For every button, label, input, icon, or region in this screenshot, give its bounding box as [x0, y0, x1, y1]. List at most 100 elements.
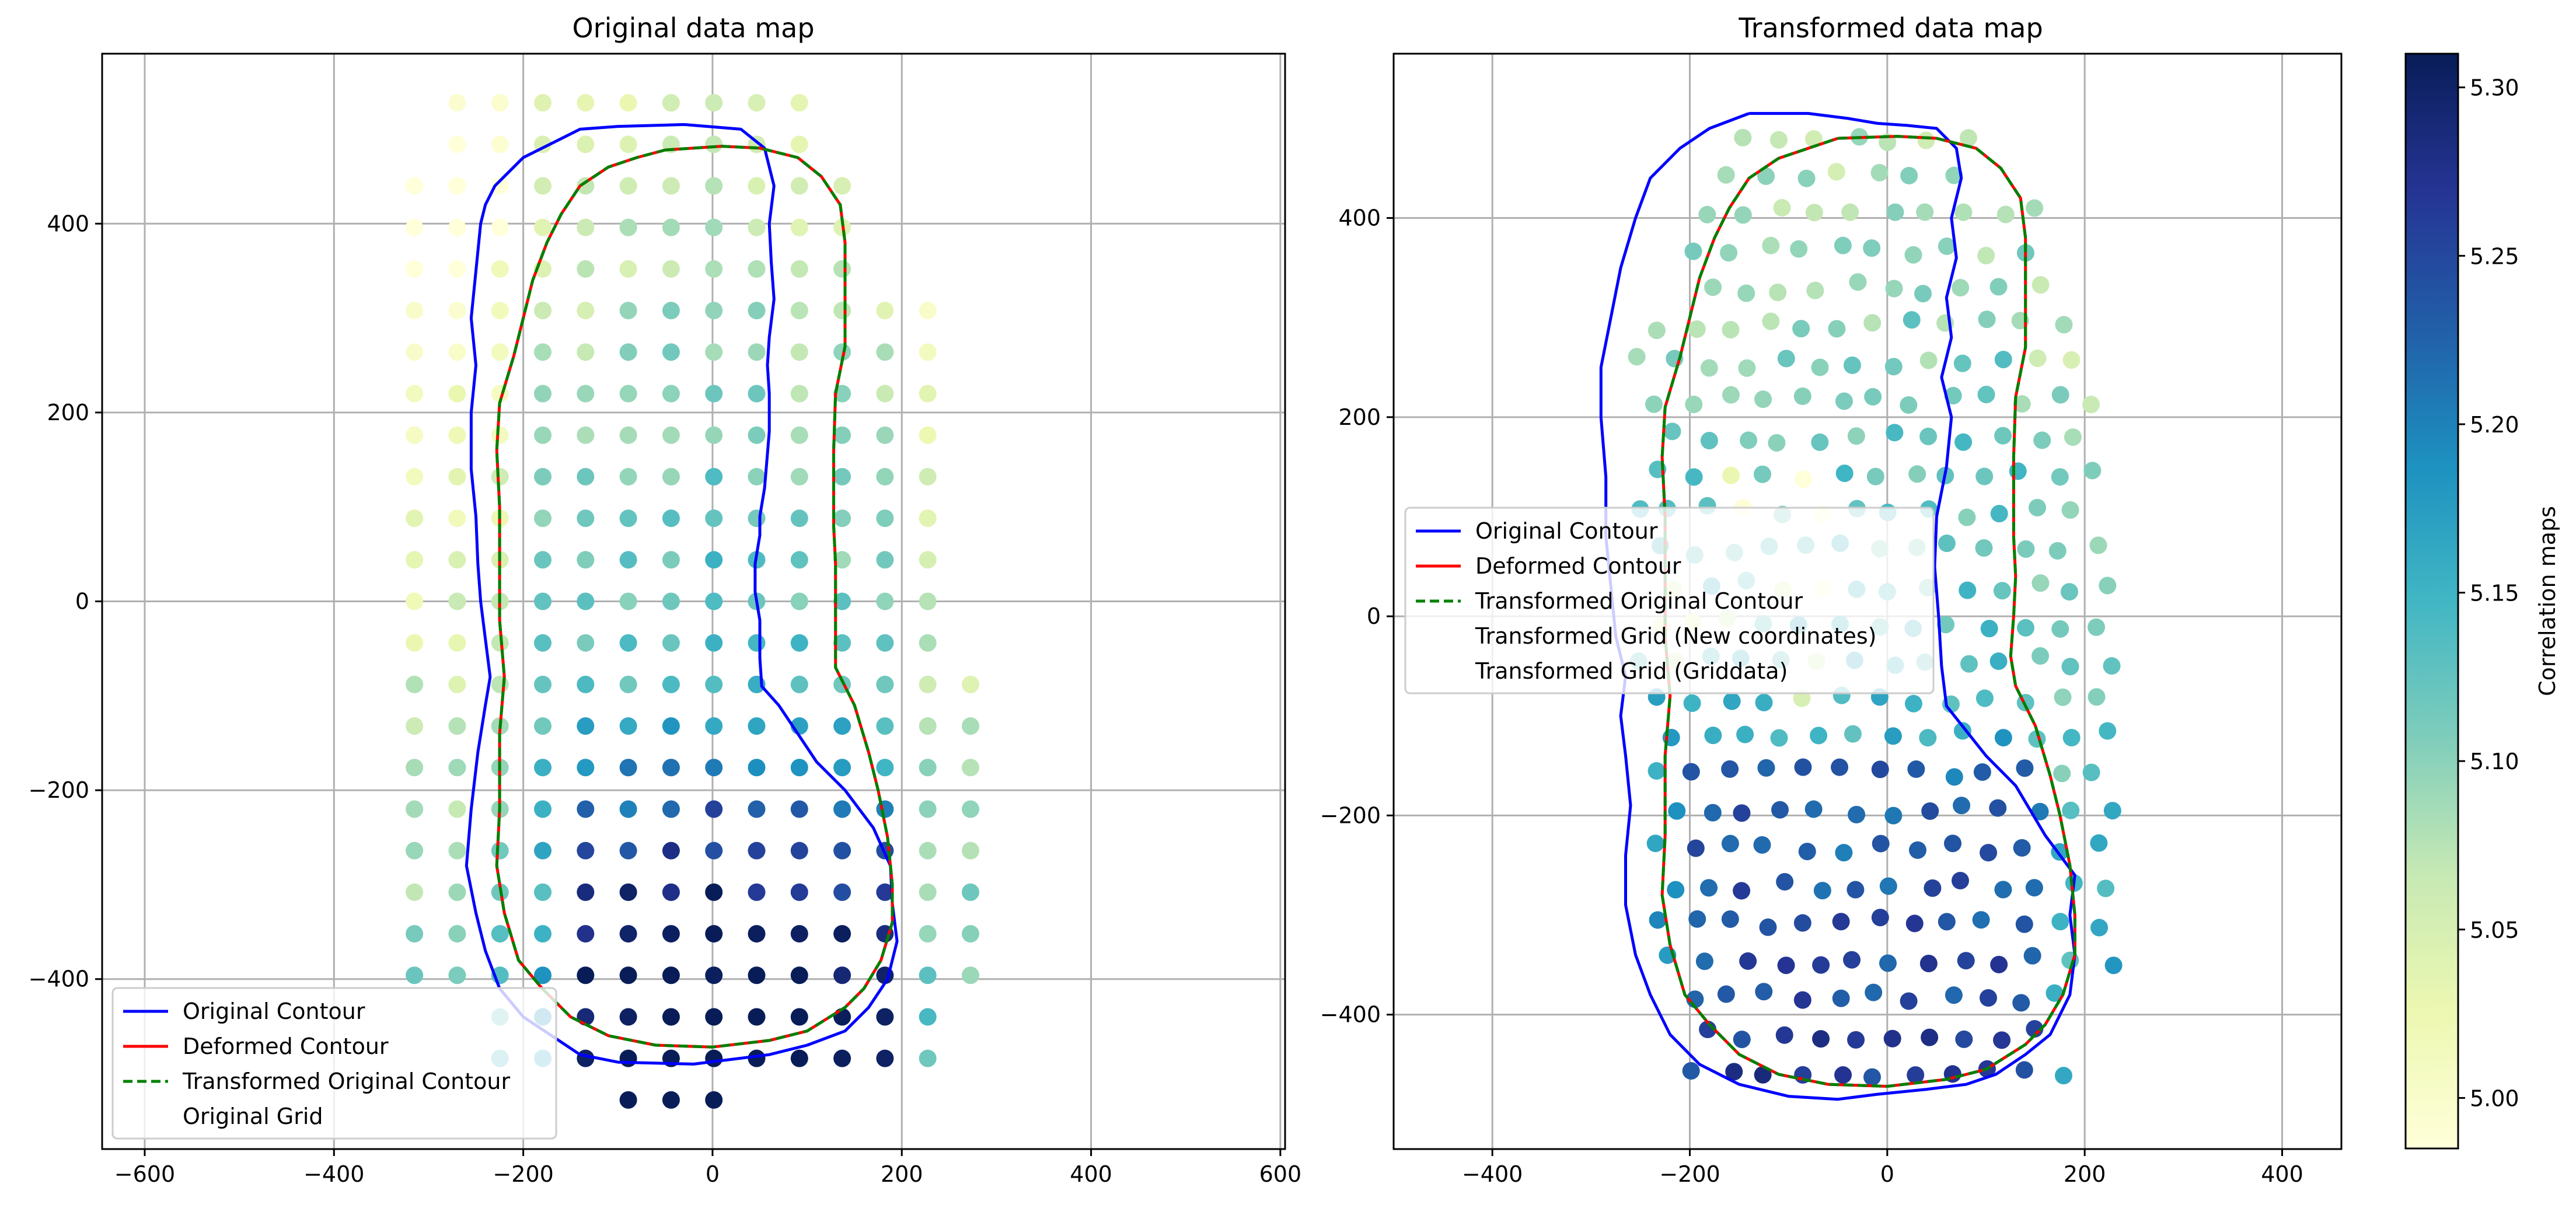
grid-point — [491, 634, 509, 652]
grid-point — [619, 426, 637, 444]
grid-point — [748, 800, 766, 818]
grid-point — [748, 842, 766, 860]
grid-point — [2016, 619, 2034, 637]
grid-point — [2033, 431, 2051, 449]
grid-point — [2061, 501, 2079, 519]
grid-point — [1831, 758, 1849, 776]
grid-point — [448, 800, 466, 818]
grid-point — [1870, 163, 1889, 181]
grid-point — [1698, 205, 1716, 224]
grid-point — [1954, 203, 1973, 221]
grid-point — [1879, 877, 1897, 895]
grid-point — [1737, 284, 1755, 302]
grid-point — [448, 966, 466, 984]
grid-point — [2054, 1067, 2072, 1085]
grid-point — [448, 177, 466, 195]
grid-point — [833, 883, 851, 901]
grid-point — [2031, 802, 2049, 821]
grid-point — [1919, 351, 1938, 369]
grid-point — [448, 634, 466, 652]
grid-point — [961, 717, 979, 735]
grid-point — [448, 302, 466, 320]
grid-point — [1832, 989, 1850, 1007]
grid-point — [448, 509, 466, 528]
grid-point — [833, 426, 851, 444]
grid-point — [1700, 432, 1718, 450]
grid-point — [491, 177, 509, 195]
grid-point — [577, 675, 595, 693]
series-line — [465, 123, 899, 1066]
grid-point — [1762, 312, 1780, 330]
grid-point — [961, 966, 979, 984]
grid-point — [1989, 278, 2008, 296]
grid-point — [790, 842, 808, 860]
grid-point — [705, 759, 723, 777]
grid-point — [619, 759, 637, 777]
y-tick-label: 400 — [47, 211, 89, 236]
grid-point — [406, 218, 424, 236]
grid-point — [662, 218, 680, 236]
grid-point — [1777, 350, 1795, 368]
grid-point — [705, 302, 723, 320]
grid-point — [1994, 729, 2012, 747]
grid-point — [2062, 729, 2081, 747]
grid-point — [705, 634, 723, 652]
x-tick-label: 400 — [2261, 1161, 2303, 1187]
grid-point — [1777, 956, 1795, 975]
grid-point — [534, 634, 552, 652]
grid-point — [1717, 166, 1735, 184]
grid-point — [705, 177, 723, 195]
grid-point — [2017, 540, 2035, 558]
grid-point — [1734, 206, 1752, 224]
grid-point — [1722, 466, 1740, 484]
grid-point — [406, 551, 424, 569]
grid-point — [662, 467, 680, 486]
grid-point — [662, 177, 680, 195]
grid-point — [1776, 873, 1794, 891]
grid-point — [1980, 844, 1998, 862]
grid-point — [833, 634, 851, 652]
y-tick-label: −200 — [29, 777, 89, 803]
grid-point — [1806, 281, 1824, 299]
grid-point — [1957, 952, 1975, 970]
grid-point — [705, 842, 723, 860]
grid-point — [833, 551, 851, 569]
grid-point — [705, 925, 723, 943]
grid-point — [876, 800, 894, 818]
x-tick-label: −200 — [493, 1161, 553, 1187]
grid-point — [1958, 508, 1976, 526]
grid-point — [2051, 913, 2069, 931]
grid-point — [833, 842, 851, 860]
grid-point — [790, 177, 808, 195]
grid-point — [577, 177, 595, 195]
grid-point — [1960, 655, 1978, 673]
grid-point — [1645, 395, 1663, 413]
grid-point — [705, 385, 723, 403]
grid-point — [1804, 130, 1823, 148]
grid-point — [1704, 278, 1722, 296]
grid-point — [406, 467, 424, 486]
grid-point — [577, 467, 595, 486]
grid-point — [1682, 763, 1700, 781]
grid-point — [748, 717, 766, 735]
grid-point — [748, 385, 766, 403]
grid-point — [1835, 465, 1854, 483]
grid-point — [705, 509, 723, 528]
y-tick-label: 0 — [75, 589, 89, 615]
series-line — [495, 145, 894, 1049]
grid-point — [790, 343, 808, 361]
y-tick-label: 200 — [1338, 404, 1381, 430]
grid-point — [2026, 199, 2044, 217]
grid-point — [833, 592, 851, 610]
grid-point — [2090, 919, 2109, 937]
grid-point — [491, 260, 509, 278]
grid-point — [662, 426, 680, 444]
grid-point — [1721, 910, 1739, 928]
grid-point — [491, 426, 509, 444]
grid-point — [790, 925, 808, 943]
grid-point — [2032, 574, 2050, 592]
grid-point — [833, 302, 851, 320]
grid-point — [534, 717, 552, 735]
grid-point — [491, 675, 509, 693]
grid-point — [1704, 804, 1722, 822]
